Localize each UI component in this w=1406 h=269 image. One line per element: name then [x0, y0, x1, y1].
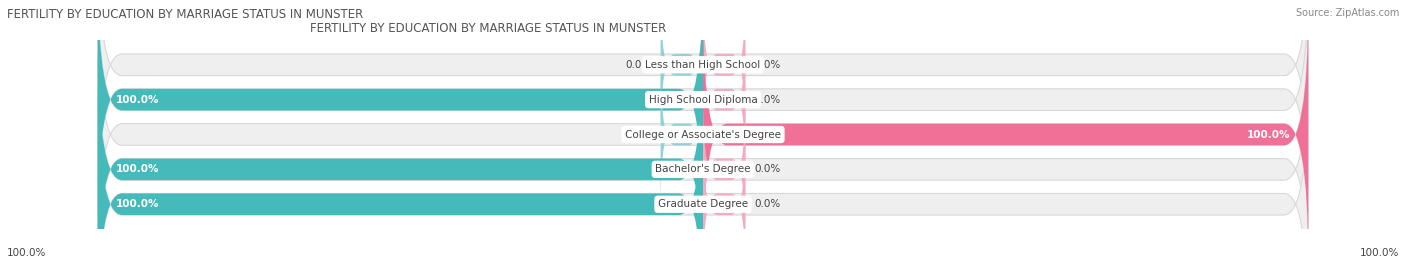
Text: 0.0%: 0.0%: [755, 95, 780, 105]
Text: 0.0%: 0.0%: [755, 164, 780, 174]
Text: Bachelor's Degree: Bachelor's Degree: [655, 164, 751, 174]
FancyBboxPatch shape: [703, 0, 745, 138]
Text: 100.0%: 100.0%: [115, 164, 159, 174]
FancyBboxPatch shape: [703, 131, 745, 269]
FancyBboxPatch shape: [98, 76, 1308, 269]
Text: 100.0%: 100.0%: [7, 248, 46, 258]
Text: 100.0%: 100.0%: [1360, 248, 1399, 258]
FancyBboxPatch shape: [661, 62, 703, 207]
FancyBboxPatch shape: [98, 41, 1308, 269]
FancyBboxPatch shape: [703, 6, 1308, 263]
Text: 0.0%: 0.0%: [755, 199, 780, 209]
FancyBboxPatch shape: [98, 76, 703, 269]
Text: Less than High School: Less than High School: [645, 60, 761, 70]
FancyBboxPatch shape: [98, 0, 703, 228]
Text: Source: ZipAtlas.com: Source: ZipAtlas.com: [1295, 8, 1399, 18]
Text: College or Associate's Degree: College or Associate's Degree: [626, 129, 780, 140]
Text: High School Diploma: High School Diploma: [648, 95, 758, 105]
FancyBboxPatch shape: [703, 97, 745, 242]
Text: FERTILITY BY EDUCATION BY MARRIAGE STATUS IN MUNSTER: FERTILITY BY EDUCATION BY MARRIAGE STATU…: [7, 8, 363, 21]
Text: 0.0%: 0.0%: [755, 60, 780, 70]
FancyBboxPatch shape: [98, 0, 1308, 193]
FancyBboxPatch shape: [661, 0, 703, 138]
Text: 100.0%: 100.0%: [1247, 129, 1291, 140]
FancyBboxPatch shape: [98, 6, 1308, 263]
FancyBboxPatch shape: [98, 0, 1308, 228]
Text: 100.0%: 100.0%: [115, 95, 159, 105]
Text: 0.0%: 0.0%: [626, 60, 651, 70]
Text: 100.0%: 100.0%: [115, 199, 159, 209]
Text: Graduate Degree: Graduate Degree: [658, 199, 748, 209]
Text: 0.0%: 0.0%: [626, 129, 651, 140]
Text: FERTILITY BY EDUCATION BY MARRIAGE STATUS IN MUNSTER: FERTILITY BY EDUCATION BY MARRIAGE STATU…: [309, 22, 666, 35]
FancyBboxPatch shape: [703, 27, 745, 172]
FancyBboxPatch shape: [98, 41, 703, 269]
